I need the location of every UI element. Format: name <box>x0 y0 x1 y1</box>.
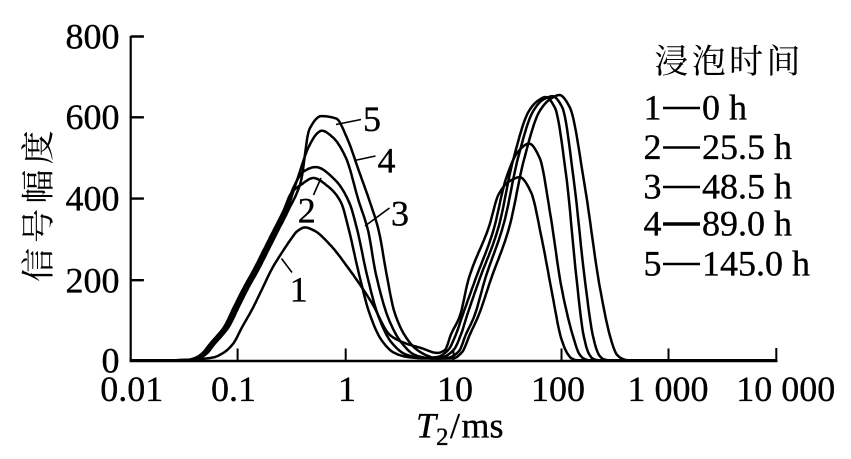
svg-text:2: 2 <box>644 127 662 167</box>
svg-text:4: 4 <box>644 204 662 244</box>
svg-text:400: 400 <box>66 179 120 219</box>
svg-text:200: 200 <box>66 260 120 300</box>
svg-text:0 h: 0 h <box>702 88 747 128</box>
svg-text:100: 100 <box>531 369 585 409</box>
svg-text:10 000: 10 000 <box>736 369 835 409</box>
svg-text:800: 800 <box>66 16 120 56</box>
svg-text:48.5 h: 48.5 h <box>702 167 792 207</box>
svg-text:1: 1 <box>290 270 308 310</box>
svg-text:2: 2 <box>298 191 316 231</box>
svg-text:600: 600 <box>66 97 120 137</box>
svg-text:25.5 h: 25.5 h <box>702 127 792 167</box>
svg-text:1: 1 <box>338 369 356 409</box>
svg-text:5: 5 <box>363 99 381 139</box>
svg-text:4: 4 <box>378 140 396 180</box>
svg-text:145.0 h: 145.0 h <box>702 244 810 284</box>
svg-text:10: 10 <box>437 369 473 409</box>
svg-text:5: 5 <box>644 244 662 284</box>
svg-text:3: 3 <box>644 167 662 207</box>
svg-text:0: 0 <box>102 341 120 381</box>
svg-text:0.1: 0.1 <box>211 369 256 409</box>
svg-text:3: 3 <box>391 194 409 234</box>
svg-text:89.0 h: 89.0 h <box>702 204 792 244</box>
svg-text:1: 1 <box>644 88 662 128</box>
svg-text:1 000: 1 000 <box>628 369 709 409</box>
svg-text:T2/ms: T2/ms <box>416 406 504 452</box>
svg-text:0.01: 0.01 <box>100 369 163 409</box>
